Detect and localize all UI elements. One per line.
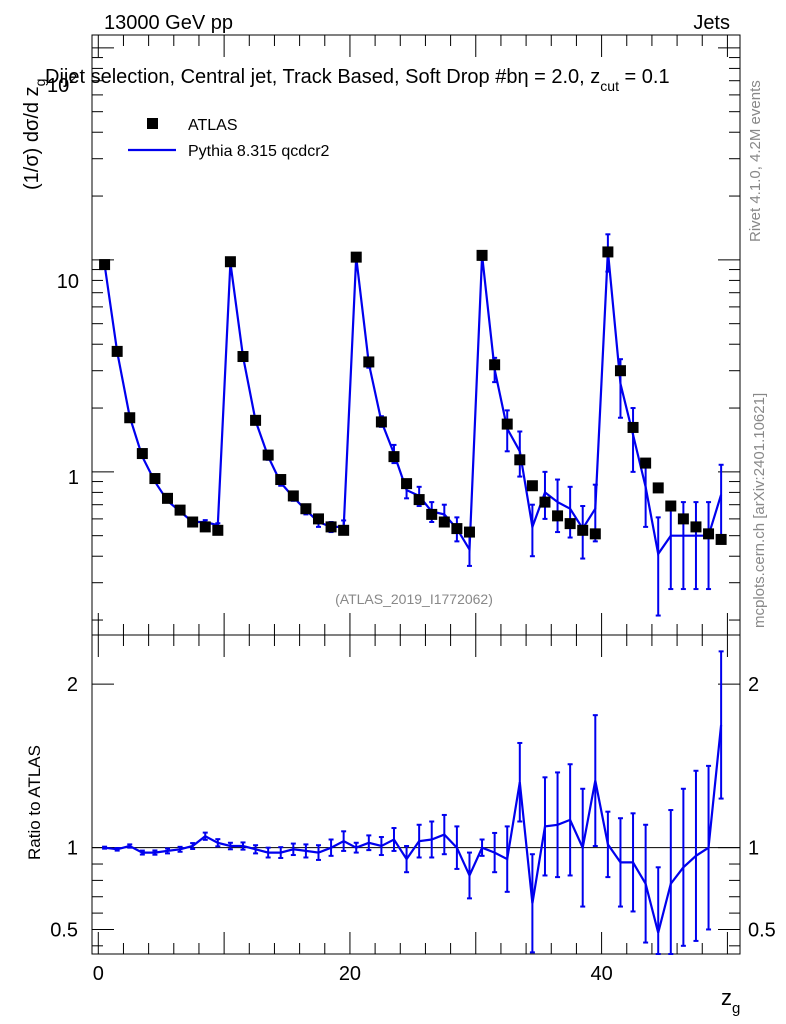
- mcplots-label: mcplots.cern.ch [arXiv:2401.10621]: [751, 393, 768, 628]
- legend-pythia-label: Pythia 8.315 qcdcr2: [188, 143, 330, 160]
- atlas-point: [677, 513, 689, 525]
- atlas-point: [489, 359, 501, 371]
- atlas-point: [149, 473, 161, 485]
- ratio-xtick-labels: 0 20 40: [93, 963, 613, 985]
- atlas-point: [275, 474, 287, 486]
- xtick-label: 40: [590, 963, 612, 985]
- xlabel: zg: [721, 985, 740, 1017]
- atlas-point: [690, 521, 702, 533]
- atlas-point: [539, 496, 551, 508]
- ratio-ytick-label: 2: [67, 674, 78, 696]
- atlas-point: [363, 356, 375, 368]
- main-axis-ticks: [92, 35, 740, 635]
- atlas-point: [665, 500, 677, 512]
- main-ytick-label-1: 1: [68, 467, 79, 489]
- atlas-point: [124, 412, 136, 424]
- atlas-point: [438, 516, 450, 528]
- main-ytick-label-10: 10: [57, 271, 79, 293]
- xtick-label: 20: [339, 963, 361, 985]
- atlas-point: [476, 249, 488, 261]
- category-label: Jets: [693, 12, 730, 34]
- atlas-point: [426, 508, 438, 520]
- atlas-point: [614, 365, 626, 377]
- main-ytick-label-100: 102: [47, 70, 77, 97]
- atlas-point: [703, 528, 715, 540]
- atlas-point: [564, 518, 576, 530]
- ratio-ylabel: Ratio to ATLAS: [25, 745, 44, 860]
- legend-atlas-marker: [147, 118, 158, 129]
- main-atlas-series: [99, 246, 727, 545]
- atlas-point: [715, 533, 727, 545]
- atlas-point: [627, 421, 639, 433]
- atlas-point: [350, 251, 362, 263]
- ratio-ytick-labels: 0.5 0.5 1 1 2 2: [50, 674, 776, 941]
- ratio-ytick-label: 1: [67, 838, 78, 860]
- analysis-watermark: (ATLAS_2019_I1772062): [335, 591, 493, 607]
- atlas-point: [602, 246, 614, 258]
- atlas-point: [300, 503, 312, 515]
- atlas-point: [501, 418, 513, 430]
- atlas-point: [338, 524, 350, 536]
- atlas-point: [388, 451, 400, 463]
- legend-atlas-label: ATLAS: [188, 117, 238, 134]
- atlas-point: [111, 345, 123, 357]
- atlas-point: [199, 521, 211, 533]
- atlas-point: [161, 492, 173, 504]
- xtick-label: 0: [93, 963, 104, 985]
- ratio-ytick-label: 0.5: [50, 919, 78, 941]
- atlas-point: [136, 448, 148, 460]
- atlas-point: [375, 416, 387, 428]
- atlas-point: [451, 523, 463, 535]
- atlas-point: [262, 449, 274, 461]
- atlas-point: [589, 528, 601, 540]
- atlas-point: [552, 510, 564, 522]
- main-plot-title: Dijet selection, Central jet, Track Base…: [45, 66, 670, 94]
- ratio-line: [104, 724, 723, 933]
- atlas-point: [212, 524, 224, 536]
- ratio-ytick-label-right: 2: [748, 674, 759, 696]
- ratio-ytick-label-right: 0.5: [748, 919, 776, 941]
- atlas-point: [463, 526, 475, 538]
- atlas-point: [237, 351, 249, 363]
- ratio-plot-frame: [91, 634, 741, 955]
- atlas-point: [174, 504, 186, 516]
- rivet-label: Rivet 4.1.0, 4.2M events: [747, 80, 764, 242]
- ratio-series: [102, 650, 724, 955]
- pythia-line: [103, 250, 723, 557]
- atlas-point: [325, 521, 337, 533]
- atlas-point: [652, 482, 664, 494]
- atlas-point: [577, 524, 589, 536]
- atlas-point: [187, 516, 199, 528]
- atlas-point: [287, 490, 299, 502]
- atlas-point: [526, 480, 538, 492]
- atlas-point: [413, 494, 425, 506]
- atlas-point: [224, 256, 236, 268]
- atlas-point: [312, 513, 324, 525]
- atlas-point: [401, 478, 413, 490]
- atlas-point: [514, 454, 526, 466]
- ratio-axis-ticks: [92, 635, 740, 954]
- energy-label: 13000 GeV pp: [104, 12, 233, 34]
- main-ylabel: (1/σ) dσ/d zg: [21, 79, 48, 190]
- atlas-point: [99, 259, 111, 271]
- atlas-point: [250, 414, 262, 426]
- atlas-point: [640, 457, 652, 469]
- ratio-ytick-label-right: 1: [748, 838, 759, 860]
